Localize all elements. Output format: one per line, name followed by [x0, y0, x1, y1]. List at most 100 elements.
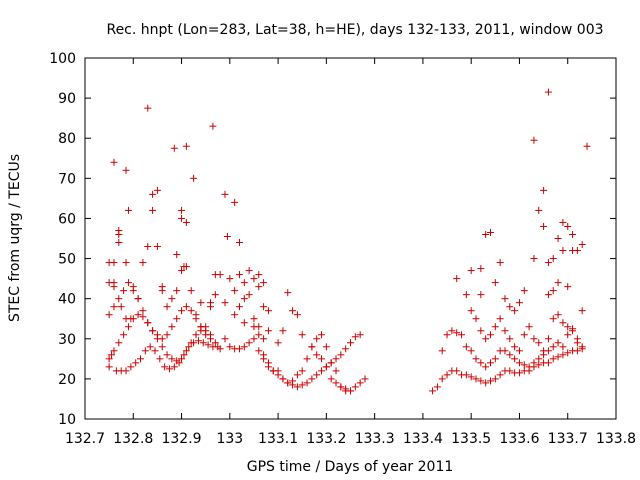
data-point	[578, 307, 586, 315]
data-point	[180, 351, 188, 359]
data-point	[540, 186, 548, 194]
data-point	[158, 335, 166, 343]
data-point	[240, 319, 248, 327]
data-point	[182, 347, 190, 355]
data-point	[122, 259, 130, 267]
data-point	[308, 375, 316, 383]
data-point	[180, 263, 188, 271]
data-point	[573, 347, 581, 355]
data-point	[535, 355, 543, 363]
data-point	[530, 136, 538, 144]
data-point	[110, 279, 118, 287]
data-point	[318, 331, 326, 339]
data-point	[187, 339, 195, 347]
data-point	[216, 345, 224, 353]
data-point	[347, 387, 354, 395]
data-point	[515, 359, 523, 367]
data-point	[178, 307, 186, 315]
data-point	[578, 241, 586, 249]
data-point	[178, 214, 186, 222]
data-point	[356, 331, 364, 339]
data-point	[327, 359, 335, 367]
data-point	[245, 267, 253, 275]
data-point	[540, 222, 548, 230]
data-point	[491, 323, 499, 331]
data-point	[530, 255, 538, 263]
data-point	[182, 303, 190, 311]
data-point	[501, 327, 509, 335]
data-point	[535, 339, 543, 347]
data-point	[260, 351, 268, 359]
data-point	[573, 335, 581, 343]
data-point	[467, 373, 475, 381]
data-point	[515, 347, 523, 355]
data-point	[209, 122, 217, 130]
data-point	[433, 383, 441, 391]
data-point	[134, 311, 142, 319]
y-tick-label: 100	[49, 51, 76, 67]
data-point	[144, 319, 152, 327]
data-point	[515, 369, 523, 377]
data-point	[554, 279, 562, 287]
data-point	[250, 275, 258, 283]
data-point	[477, 327, 485, 335]
data-point	[187, 287, 195, 295]
data-point	[332, 379, 340, 387]
data-point	[110, 347, 118, 355]
data-point	[564, 283, 572, 291]
data-point	[158, 343, 166, 351]
data-point	[559, 343, 567, 351]
data-point	[347, 339, 354, 347]
data-point	[115, 239, 123, 247]
data-point	[564, 331, 572, 339]
data-point	[506, 367, 514, 375]
data-point	[221, 190, 229, 198]
data-point	[313, 371, 321, 379]
data-point	[156, 355, 164, 363]
data-point	[322, 363, 330, 371]
data-point	[549, 315, 557, 323]
data-point	[448, 327, 456, 335]
data-point	[467, 267, 475, 275]
data-point	[298, 381, 306, 389]
data-point	[496, 315, 504, 323]
data-point	[327, 375, 335, 383]
data-point	[197, 299, 205, 307]
data-point	[178, 267, 186, 275]
data-point	[467, 307, 475, 315]
data-point	[453, 329, 461, 337]
data-point	[231, 287, 239, 295]
data-point	[472, 355, 480, 363]
data-point	[221, 299, 229, 307]
data-point	[255, 347, 263, 355]
data-points	[105, 88, 591, 395]
data-point	[472, 315, 480, 323]
data-point	[530, 359, 538, 367]
data-point	[255, 271, 263, 279]
data-point	[496, 371, 504, 379]
data-point	[453, 275, 461, 283]
data-point	[182, 142, 190, 150]
data-point	[151, 347, 159, 355]
data-point	[149, 190, 157, 198]
data-point	[110, 158, 118, 166]
data-point	[139, 259, 147, 267]
data-point	[569, 230, 577, 238]
data-point	[199, 339, 207, 347]
data-point	[264, 359, 272, 367]
data-point	[127, 315, 135, 323]
data-point	[122, 166, 130, 174]
y-tick-label: 70	[58, 171, 76, 187]
data-point	[511, 355, 519, 363]
data-point	[144, 104, 152, 112]
data-point	[313, 351, 321, 359]
data-point	[173, 315, 181, 323]
data-point	[120, 331, 128, 339]
data-point	[260, 279, 268, 287]
data-point	[361, 375, 369, 383]
data-point	[337, 351, 345, 359]
data-point	[192, 331, 200, 339]
data-point	[168, 295, 176, 303]
data-point	[139, 313, 147, 321]
